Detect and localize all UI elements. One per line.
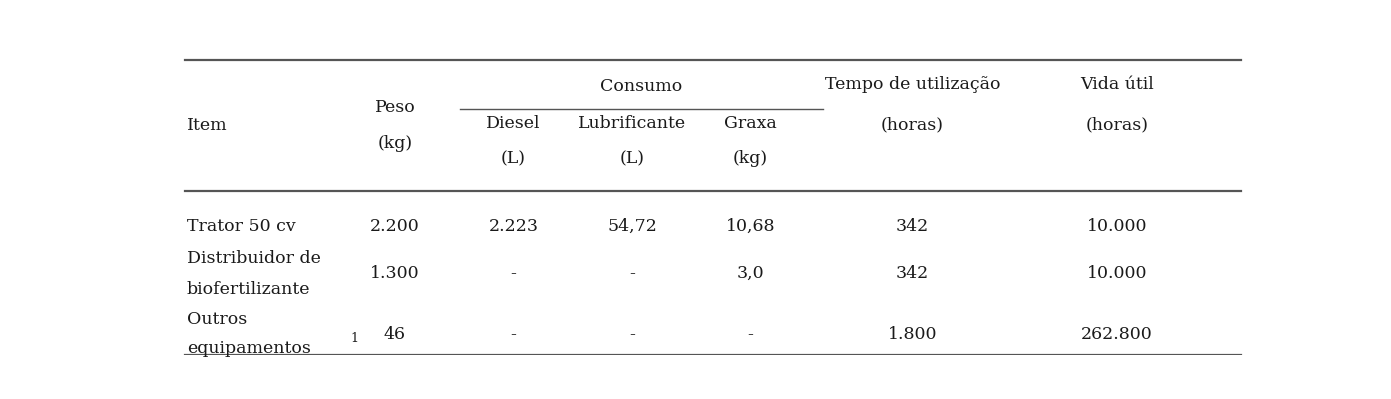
Text: Lubrificante: Lubrificante xyxy=(579,115,686,132)
Text: 10,68: 10,68 xyxy=(726,217,775,235)
Text: Tempo de utilização: Tempo de utilização xyxy=(825,76,1000,93)
Text: Peso: Peso xyxy=(374,99,416,116)
Text: 1.300: 1.300 xyxy=(370,265,420,282)
Text: Consumo: Consumo xyxy=(600,78,683,95)
Text: (horas): (horas) xyxy=(881,116,944,133)
Text: 262.800: 262.800 xyxy=(1081,326,1153,343)
Text: Graxa: Graxa xyxy=(725,115,778,132)
Text: 342: 342 xyxy=(896,217,929,235)
Text: (kg): (kg) xyxy=(733,150,768,167)
Text: Distribuidor de: Distribuidor de xyxy=(186,250,321,267)
Text: Outros: Outros xyxy=(186,311,248,328)
Text: 10.000: 10.000 xyxy=(1086,265,1148,282)
Text: (L): (L) xyxy=(619,150,644,167)
Text: -: - xyxy=(629,326,634,343)
Text: Trator 50 cv: Trator 50 cv xyxy=(186,217,295,235)
Text: equipamentos: equipamentos xyxy=(186,340,310,358)
Text: 46: 46 xyxy=(384,326,406,343)
Text: -: - xyxy=(629,265,634,282)
Text: 1: 1 xyxy=(351,332,359,345)
Text: (L): (L) xyxy=(501,150,526,167)
Text: (horas): (horas) xyxy=(1085,116,1149,133)
Text: 3,0: 3,0 xyxy=(737,265,765,282)
Text: 54,72: 54,72 xyxy=(606,217,657,235)
Text: (kg): (kg) xyxy=(377,135,413,152)
Text: -: - xyxy=(510,326,516,343)
Text: Diesel: Diesel xyxy=(487,115,541,132)
Text: biofertilizante: biofertilizante xyxy=(186,280,310,298)
Text: Item: Item xyxy=(186,117,228,134)
Text: 342: 342 xyxy=(896,265,929,282)
Text: -: - xyxy=(510,265,516,282)
Text: Vida útil: Vida útil xyxy=(1081,76,1155,93)
Text: 2.223: 2.223 xyxy=(488,217,538,235)
Text: -: - xyxy=(748,326,754,343)
Text: 1.800: 1.800 xyxy=(887,326,938,343)
Text: 2.200: 2.200 xyxy=(370,217,420,235)
Text: 10.000: 10.000 xyxy=(1086,217,1148,235)
